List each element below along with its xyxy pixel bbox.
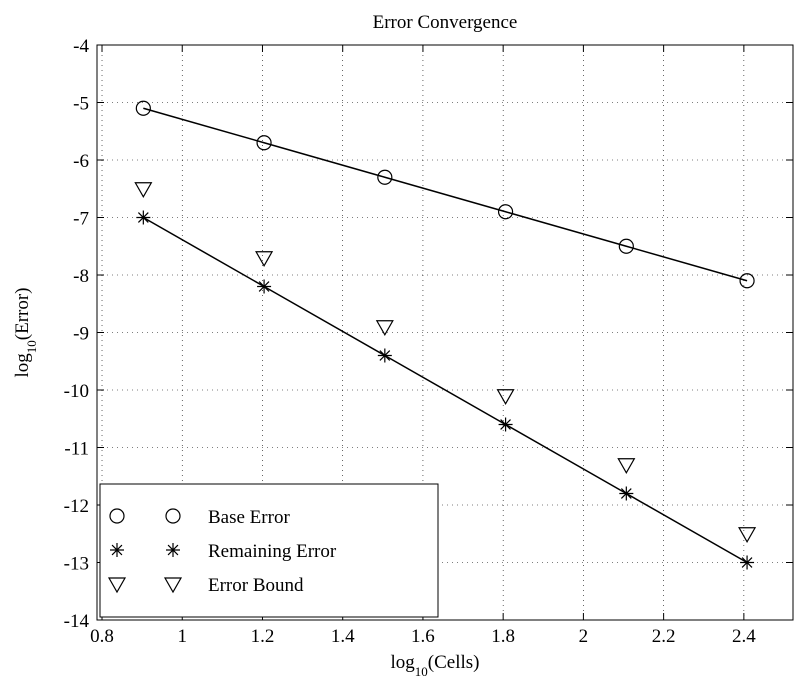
marker (255, 251, 274, 267)
marker (163, 577, 183, 594)
x-axis-label-part: (Cells) (428, 652, 480, 673)
y-axis-label-part: log (12, 353, 33, 378)
y-axis-label-part: 10 (24, 340, 39, 353)
series-line (142, 216, 748, 564)
y-tick-label: -5 (73, 94, 89, 115)
x-tick-label: 2.2 (652, 626, 676, 647)
x-tick-label: 1.8 (491, 626, 515, 647)
x-tick-label: 0.8 (90, 626, 114, 647)
chart-title: Error Convergence (373, 12, 518, 33)
y-tick-label: -7 (73, 209, 89, 230)
plot-frame (96, 44, 794, 621)
y-tick-label: -13 (64, 554, 89, 575)
y-tick-label: -8 (73, 266, 89, 287)
marker (166, 543, 180, 557)
marker (618, 238, 634, 254)
y-tick-label: -6 (73, 151, 89, 172)
marker (498, 417, 513, 432)
x-tick-label: 1 (177, 626, 187, 647)
marker (135, 100, 151, 116)
y-tick-label: -10 (64, 381, 89, 402)
marker (109, 508, 125, 524)
marker (496, 389, 515, 405)
marker (165, 508, 181, 524)
marker (619, 486, 634, 501)
marker (110, 543, 124, 557)
marker (497, 204, 514, 220)
x-tick-label: 2.4 (732, 626, 756, 647)
x-axis-label-part: 10 (415, 664, 428, 679)
x-tick-label: 1.4 (331, 626, 355, 647)
marker (107, 577, 127, 594)
y-tick-label: -14 (64, 611, 90, 632)
y-tick-label: -11 (64, 439, 89, 460)
x-axis-label: log10(Cells) (391, 652, 480, 679)
y-tick-label: -12 (64, 496, 89, 517)
x-tick-label: 1.6 (411, 626, 435, 647)
y-tick-label: -4 (73, 36, 89, 57)
legend-label: Base Error (208, 507, 290, 528)
marker (256, 135, 272, 151)
x-tick-label: 2 (579, 626, 589, 647)
marker (740, 555, 755, 570)
marker (739, 273, 755, 289)
legend-label: Remaining Error (208, 541, 337, 562)
marker (136, 210, 151, 225)
marker (377, 169, 393, 185)
series-line (143, 107, 748, 282)
y-tick-label: -9 (73, 324, 89, 345)
marker (257, 279, 272, 294)
marker (375, 320, 394, 336)
y-axis-label: log10(Error) (12, 287, 39, 377)
marker (134, 182, 153, 198)
x-tick-label: 1.2 (251, 626, 275, 647)
marker (738, 527, 757, 543)
legend-label: Error Bound (208, 575, 304, 596)
marker (617, 458, 636, 474)
marker (377, 348, 392, 363)
x-axis-label-part: log (391, 652, 416, 673)
legend-box (99, 483, 439, 618)
y-axis-label-part: (Error) (12, 287, 33, 340)
